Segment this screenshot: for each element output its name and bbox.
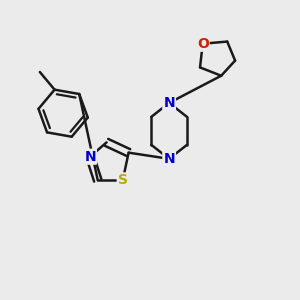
Text: S: S bbox=[118, 173, 128, 188]
Text: N: N bbox=[84, 150, 96, 164]
Text: O: O bbox=[197, 37, 209, 51]
Text: N: N bbox=[163, 152, 175, 166]
Text: N: N bbox=[163, 96, 175, 110]
